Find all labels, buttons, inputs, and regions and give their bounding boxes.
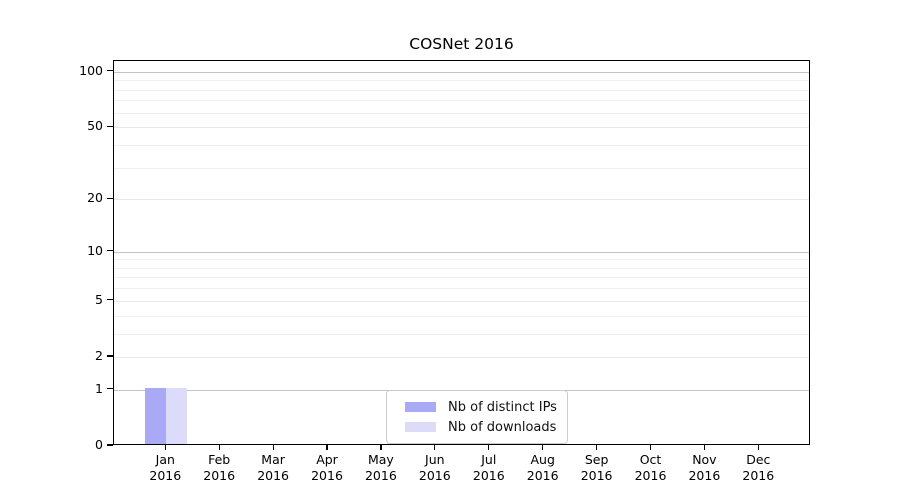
y-tick-mark [107,197,113,199]
y-tick-label: 100 [79,62,103,78]
x-tick-year: 2016 [311,467,343,483]
x-tick-label: Jul 2016 [457,452,521,483]
gridline-minor [114,259,809,261]
legend-label: Nb of downloads [448,419,557,435]
x-tick-label: Aug 2016 [511,452,575,483]
legend: Nb of distinct IPs Nb of downloads [386,390,568,444]
x-tick-year: 2016 [149,467,182,483]
gridline-minor [114,333,809,335]
x-tick-month: May [367,452,394,467]
plot-area: Nb of distinct IPs Nb of downloads [113,60,810,445]
x-tick-year: 2016 [526,467,559,483]
x-tick-mark [272,445,274,450]
x-tick-year: 2016 [688,467,721,483]
x-tick-label: Dec 2016 [726,452,790,483]
y-tick-label: 5 [95,291,103,307]
x-tick-mark [380,445,382,450]
x-tick-label: Jun 2016 [403,452,467,483]
x-tick-label: Jan 2016 [133,452,197,483]
x-tick-mark [434,445,436,450]
x-tick-year: 2016 [634,467,667,483]
legend-label: Nb of distinct IPs [448,399,557,415]
y-tick-mark [107,70,113,72]
x-tick-year: 2016 [364,467,397,483]
bar-distinct-ips [145,387,167,444]
x-tick-month: Dec [746,452,771,467]
gridline-minor [114,100,809,102]
gridline-100 [114,71,809,73]
y-tick-mark [107,125,113,127]
gridline-minor [114,288,809,290]
gridline-2 [114,356,809,358]
legend-swatch-downloads [405,421,436,433]
x-tick-year: 2016 [580,467,613,483]
x-tick-month: Jan [155,452,175,467]
x-tick-mark [703,445,706,450]
x-tick-year: 2016 [203,467,236,483]
y-tick-label: 10 [87,242,103,258]
x-tick-mark [649,445,652,450]
x-tick-label: Apr 2016 [295,452,359,483]
gridline-minor [114,144,809,146]
x-tick-month: Aug [530,452,555,467]
legend-row: Nb of distinct IPs [405,397,557,417]
y-tick-label: 1 [95,380,103,396]
x-tick-label: Oct 2016 [619,452,683,483]
x-tick-label: Feb 2016 [187,452,251,483]
x-tick-mark [326,445,328,450]
x-tick-month: Mar [261,452,285,467]
x-tick-year: 2016 [257,467,289,483]
y-tick-label: 50 [87,118,103,134]
gridline-minor [114,277,809,279]
x-tick-month: Feb [208,452,231,467]
y-tick-mark [107,444,113,446]
y-tick-mark [107,355,113,357]
x-tick-label: Mar 2016 [241,452,305,483]
legend-swatch-distinct-ips [405,401,436,413]
x-tick-month: Nov [692,452,717,467]
gridline-50 [114,127,809,129]
x-tick-mark [488,445,490,450]
gridline-minor [114,80,809,82]
x-tick-mark [757,445,759,450]
x-tick-mark [542,445,544,450]
chart-title: COSNet 2016 [409,35,514,53]
y-tick-label: 2 [95,347,103,363]
x-tick-month: Apr [316,452,338,467]
bar-downloads [166,387,188,444]
x-tick-label: Sep 2016 [565,452,629,483]
x-tick-mark [164,445,166,450]
gridline-20 [114,199,809,201]
x-tick-mark [218,445,220,450]
y-tick-mark [107,388,113,390]
gridline-10 [114,251,809,253]
x-tick-month: Oct [639,452,662,467]
x-tick-label: Nov 2016 [672,452,736,483]
x-tick-year: 2016 [472,467,505,483]
x-tick-month: Jun [425,452,445,467]
x-tick-year: 2016 [418,467,451,483]
gridline-minor [114,267,809,269]
y-tick-label: 20 [87,190,103,206]
y-tick-mark [107,250,113,252]
x-tick-label: May 2016 [349,452,413,483]
gridline-5 [114,300,809,302]
x-tick-year: 2016 [742,467,775,483]
legend-row: Nb of downloads [405,417,557,437]
y-tick-label: 0 [95,437,103,452]
x-tick-mark [596,445,598,450]
y-tick-mark [107,299,113,301]
gridline-minor [114,112,809,114]
gridline-minor [114,167,809,169]
x-tick-month: Sep [584,452,609,467]
gridline-minor [114,89,809,91]
x-tick-month: Jul [481,452,497,467]
gridline-minor [114,315,809,317]
